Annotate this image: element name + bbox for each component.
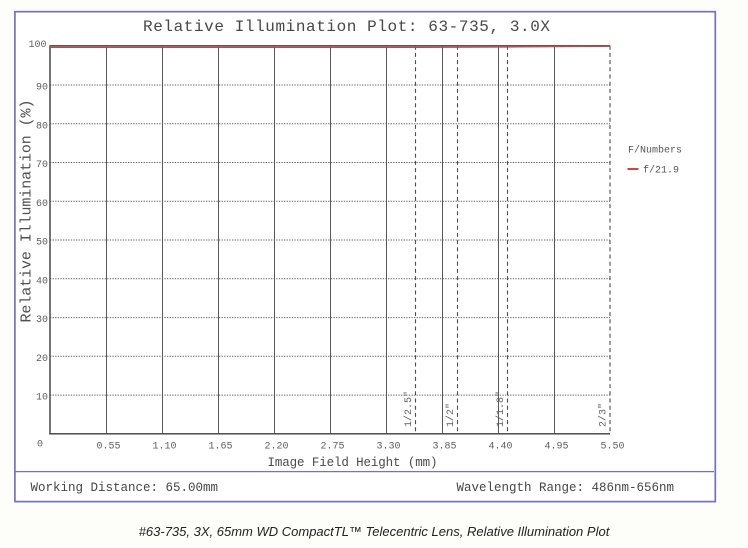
- svg-text:3.85: 3.85: [432, 441, 456, 452]
- svg-text:1/2": 1/2": [445, 403, 457, 427]
- svg-text:70: 70: [36, 160, 48, 171]
- svg-text:1/2.5": 1/2.5": [403, 391, 415, 427]
- svg-text:1/1.8": 1/1.8": [495, 391, 507, 427]
- svg-text:2.75: 2.75: [320, 441, 344, 452]
- svg-text:50: 50: [36, 238, 48, 249]
- svg-text:20: 20: [36, 354, 48, 365]
- svg-text:2/3": 2/3": [598, 403, 610, 427]
- svg-text:1.10: 1.10: [152, 441, 176, 452]
- svg-text:#63-735, 3X, 65mm WD CompactTL: #63-735, 3X, 65mm WD CompactTL™ Telecent…: [139, 524, 611, 539]
- svg-text:30: 30: [36, 315, 48, 326]
- svg-text:1.65: 1.65: [208, 441, 232, 452]
- svg-text:40: 40: [36, 276, 48, 287]
- svg-text:Image Field Height (mm): Image Field Height (mm): [268, 456, 438, 470]
- svg-text:F/Numbers: F/Numbers: [628, 145, 682, 157]
- svg-text:0.55: 0.55: [96, 441, 120, 452]
- svg-text:10: 10: [36, 393, 48, 404]
- svg-text:60: 60: [36, 199, 48, 210]
- svg-text:4.95: 4.95: [544, 441, 568, 452]
- svg-text:80: 80: [36, 121, 48, 132]
- svg-text:Wavelength Range: 486nm-656nm: Wavelength Range: 486nm-656nm: [457, 481, 675, 495]
- svg-text:f/21.9: f/21.9: [643, 165, 679, 177]
- svg-text:4.40: 4.40: [488, 441, 512, 452]
- svg-text:Working Distance: 65.00mm: Working Distance: 65.00mm: [31, 481, 219, 495]
- svg-text:Relative Illumination Plot: 63: Relative Illumination Plot: 63-735, 3.0X: [143, 18, 550, 36]
- svg-text:Relative Illumination (%): Relative Illumination (%): [19, 100, 36, 323]
- svg-text:90: 90: [36, 83, 48, 94]
- svg-text:100: 100: [28, 40, 46, 51]
- svg-text:3.30: 3.30: [376, 441, 400, 452]
- svg-text:5.50: 5.50: [600, 441, 624, 452]
- svg-text:2.20: 2.20: [264, 441, 288, 452]
- svg-text:0: 0: [37, 440, 43, 451]
